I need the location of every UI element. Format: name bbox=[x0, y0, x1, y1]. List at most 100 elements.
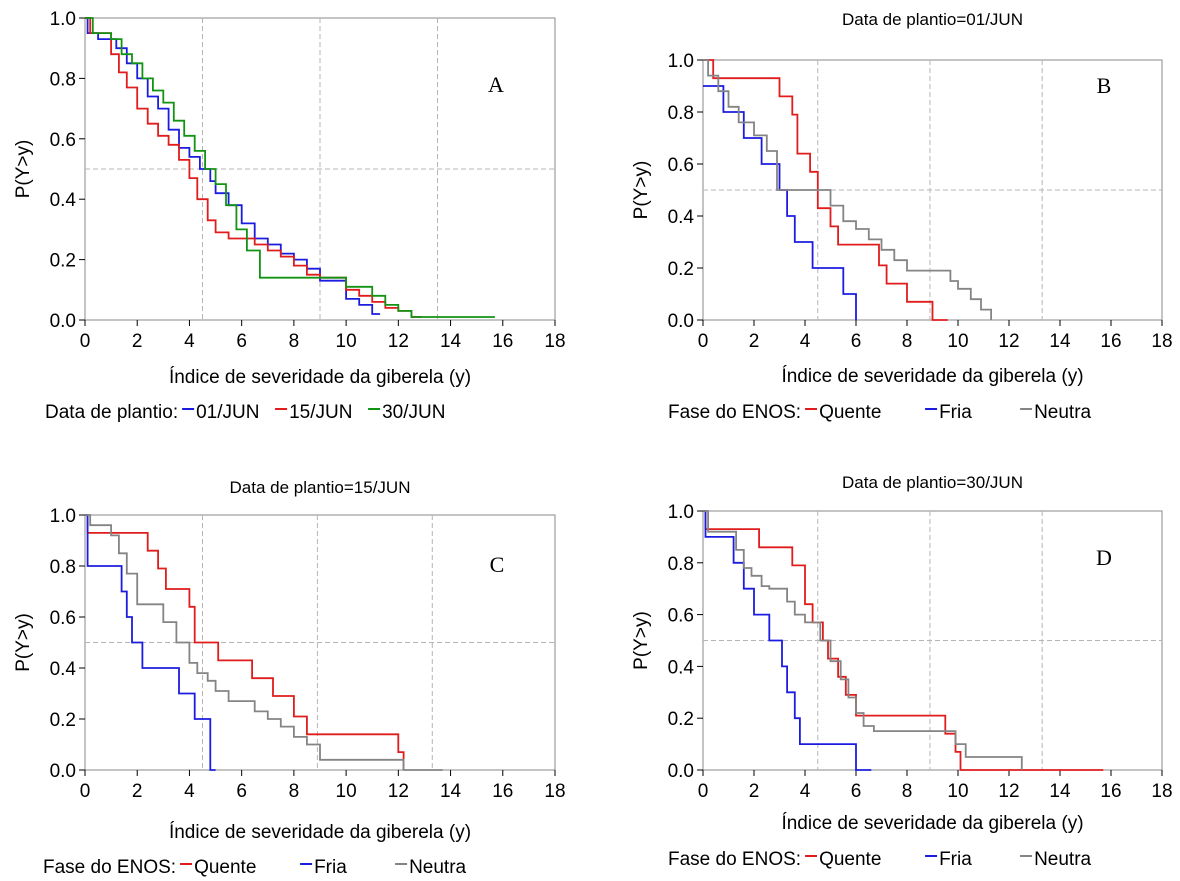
x-tick-label: 10 bbox=[336, 331, 357, 352]
series-line-01-jun bbox=[85, 17, 381, 315]
legend-entry: 01/JUN bbox=[196, 402, 259, 423]
x-tick-label: 6 bbox=[236, 781, 247, 802]
x-tick-label: 0 bbox=[698, 331, 709, 352]
y-axis-label: P(Y>y) bbox=[13, 140, 34, 199]
y-tick-label: 0.2 bbox=[668, 709, 694, 730]
x-tick-label: 18 bbox=[1151, 331, 1172, 352]
panel-letter: A bbox=[488, 72, 504, 97]
legend: Fase do ENOS: Quente Fria Neutra bbox=[668, 402, 1092, 423]
x-tick-label: 0 bbox=[698, 781, 709, 802]
legend: Fase do ENOS: Quente Fria Neutra bbox=[668, 849, 1092, 870]
x-tick-label: 16 bbox=[1100, 331, 1121, 352]
y-tick-label: 0.8 bbox=[50, 557, 76, 578]
y-tick-label: 0.4 bbox=[50, 659, 77, 680]
legend-title: Fase do ENOS: bbox=[43, 857, 176, 878]
series-line-fria bbox=[85, 514, 216, 771]
x-tick-label: 14 bbox=[1049, 781, 1071, 802]
x-tick-label: 8 bbox=[902, 331, 913, 352]
legend-title: Fase do ENOS: bbox=[668, 402, 801, 423]
y-tick-label: 0.6 bbox=[668, 155, 694, 176]
x-axis-label: Índice de severidade da giberela (y) bbox=[781, 813, 1083, 834]
x-tick-label: 6 bbox=[851, 331, 862, 352]
y-tick-label: 0.6 bbox=[668, 606, 694, 627]
panel-d: Data de plantio=30/JUN 0 2 4 6 8 10 12 14 16 18 0.0… bbox=[631, 473, 1173, 870]
legend-entry: 15/JUN bbox=[289, 402, 352, 423]
legend-entry: Neutra bbox=[1034, 849, 1091, 870]
y-tick-label: 0.4 bbox=[668, 207, 695, 228]
x-tick-label: 16 bbox=[492, 781, 513, 802]
x-tick-label: 12 bbox=[998, 331, 1019, 352]
y-tick-label: 0.2 bbox=[50, 251, 76, 272]
series-line-neutra bbox=[85, 514, 443, 771]
series-line-fria bbox=[703, 85, 857, 320]
panel-title: Data de plantio=15/JUN bbox=[230, 478, 411, 497]
panel-letter: B bbox=[1097, 73, 1112, 98]
x-tick-label: 10 bbox=[947, 781, 968, 802]
legend-title: Data de plantio: bbox=[45, 402, 178, 423]
x-tick-label: 14 bbox=[440, 781, 462, 802]
panel-letter: D bbox=[1096, 545, 1112, 570]
y-tick-label: 1.0 bbox=[668, 502, 694, 523]
x-tick-label: 18 bbox=[1151, 781, 1172, 802]
y-tick-label: 0.6 bbox=[50, 608, 76, 629]
y-axis-label: P(Y>y) bbox=[631, 161, 652, 220]
panel-b: Data de plantio=01/JUN 0 2 4 6 8 10 12 14 16 18 0.0… bbox=[631, 10, 1173, 423]
x-tick-label: 8 bbox=[902, 781, 913, 802]
x-tick-label: 18 bbox=[544, 331, 565, 352]
y-axis-label: P(Y>y) bbox=[631, 611, 652, 670]
x-tick-label: 0 bbox=[80, 331, 91, 352]
series-line-quente bbox=[85, 514, 405, 770]
legend-entry: Quente bbox=[819, 402, 881, 423]
panel-a: 0 2 4 6 8 10 12 14 16 18 0.0 0.2 0.4 0.6 0.8 1.0 Índice … bbox=[13, 9, 566, 423]
legend-entry: 30/JUN bbox=[382, 402, 445, 423]
x-tick-label: 12 bbox=[388, 781, 409, 802]
series-line-30-jun bbox=[85, 17, 495, 318]
x-tick-label: 2 bbox=[132, 331, 143, 352]
y-tick-label: 0.8 bbox=[50, 69, 76, 90]
x-tick-label: 12 bbox=[388, 331, 409, 352]
y-tick-label: 1.0 bbox=[50, 9, 76, 30]
y-axis-label: P(Y>y) bbox=[13, 613, 34, 672]
y-tick-label: 0.2 bbox=[668, 259, 694, 280]
legend-entry: Neutra bbox=[409, 857, 466, 878]
x-tick-label: 8 bbox=[289, 331, 300, 352]
x-tick-label: 0 bbox=[80, 781, 91, 802]
y-tick-label: 1.0 bbox=[668, 51, 694, 72]
series-line-quente bbox=[703, 510, 1104, 771]
series-line-fria bbox=[703, 510, 872, 771]
x-tick-label: 6 bbox=[851, 781, 862, 802]
y-tick-label: 0.8 bbox=[668, 103, 694, 124]
y-tick-label: 0.4 bbox=[50, 190, 77, 211]
y-tick-label: 0.0 bbox=[668, 311, 694, 332]
x-tick-label: 2 bbox=[749, 781, 760, 802]
x-tick-label: 16 bbox=[492, 331, 513, 352]
x-tick-label: 4 bbox=[800, 331, 811, 352]
x-tick-label: 16 bbox=[1100, 781, 1121, 802]
panel-title: Data de plantio=01/JUN bbox=[842, 10, 1023, 29]
x-tick-label: 2 bbox=[749, 331, 760, 352]
x-axis-label: Índice de severidade da giberela (y) bbox=[781, 366, 1083, 387]
panel-c: Data de plantio=15/JUN 0 2 4 6 8 10 12 14 16 18 0.0… bbox=[13, 478, 566, 878]
series-line-neutra bbox=[703, 510, 1023, 770]
legend: Fase do ENOS: Quente Fria Neutra bbox=[43, 857, 467, 878]
y-tick-label: 0.6 bbox=[50, 130, 76, 151]
legend-entry: Neutra bbox=[1034, 402, 1091, 423]
legend-entry: Fria bbox=[939, 849, 972, 870]
x-tick-label: 2 bbox=[132, 781, 143, 802]
y-tick-label: 0.0 bbox=[668, 761, 694, 782]
series-line-quente bbox=[703, 59, 948, 321]
y-tick-label: 0.2 bbox=[50, 710, 76, 731]
x-tick-label: 6 bbox=[236, 331, 247, 352]
x-tick-label: 4 bbox=[184, 331, 195, 352]
x-tick-label: 10 bbox=[947, 331, 968, 352]
x-tick-label: 4 bbox=[800, 781, 811, 802]
y-tick-label: 1.0 bbox=[50, 506, 76, 527]
x-tick-label: 4 bbox=[184, 781, 195, 802]
x-axis-label: Índice de severidade da giberela (y) bbox=[169, 822, 471, 843]
panel-title: Data de plantio=30/JUN bbox=[842, 473, 1023, 492]
x-tick-label: 10 bbox=[336, 781, 357, 802]
y-tick-label: 0.8 bbox=[668, 554, 694, 575]
legend-entry: Quente bbox=[194, 857, 256, 878]
series-line-neutra bbox=[703, 59, 992, 320]
